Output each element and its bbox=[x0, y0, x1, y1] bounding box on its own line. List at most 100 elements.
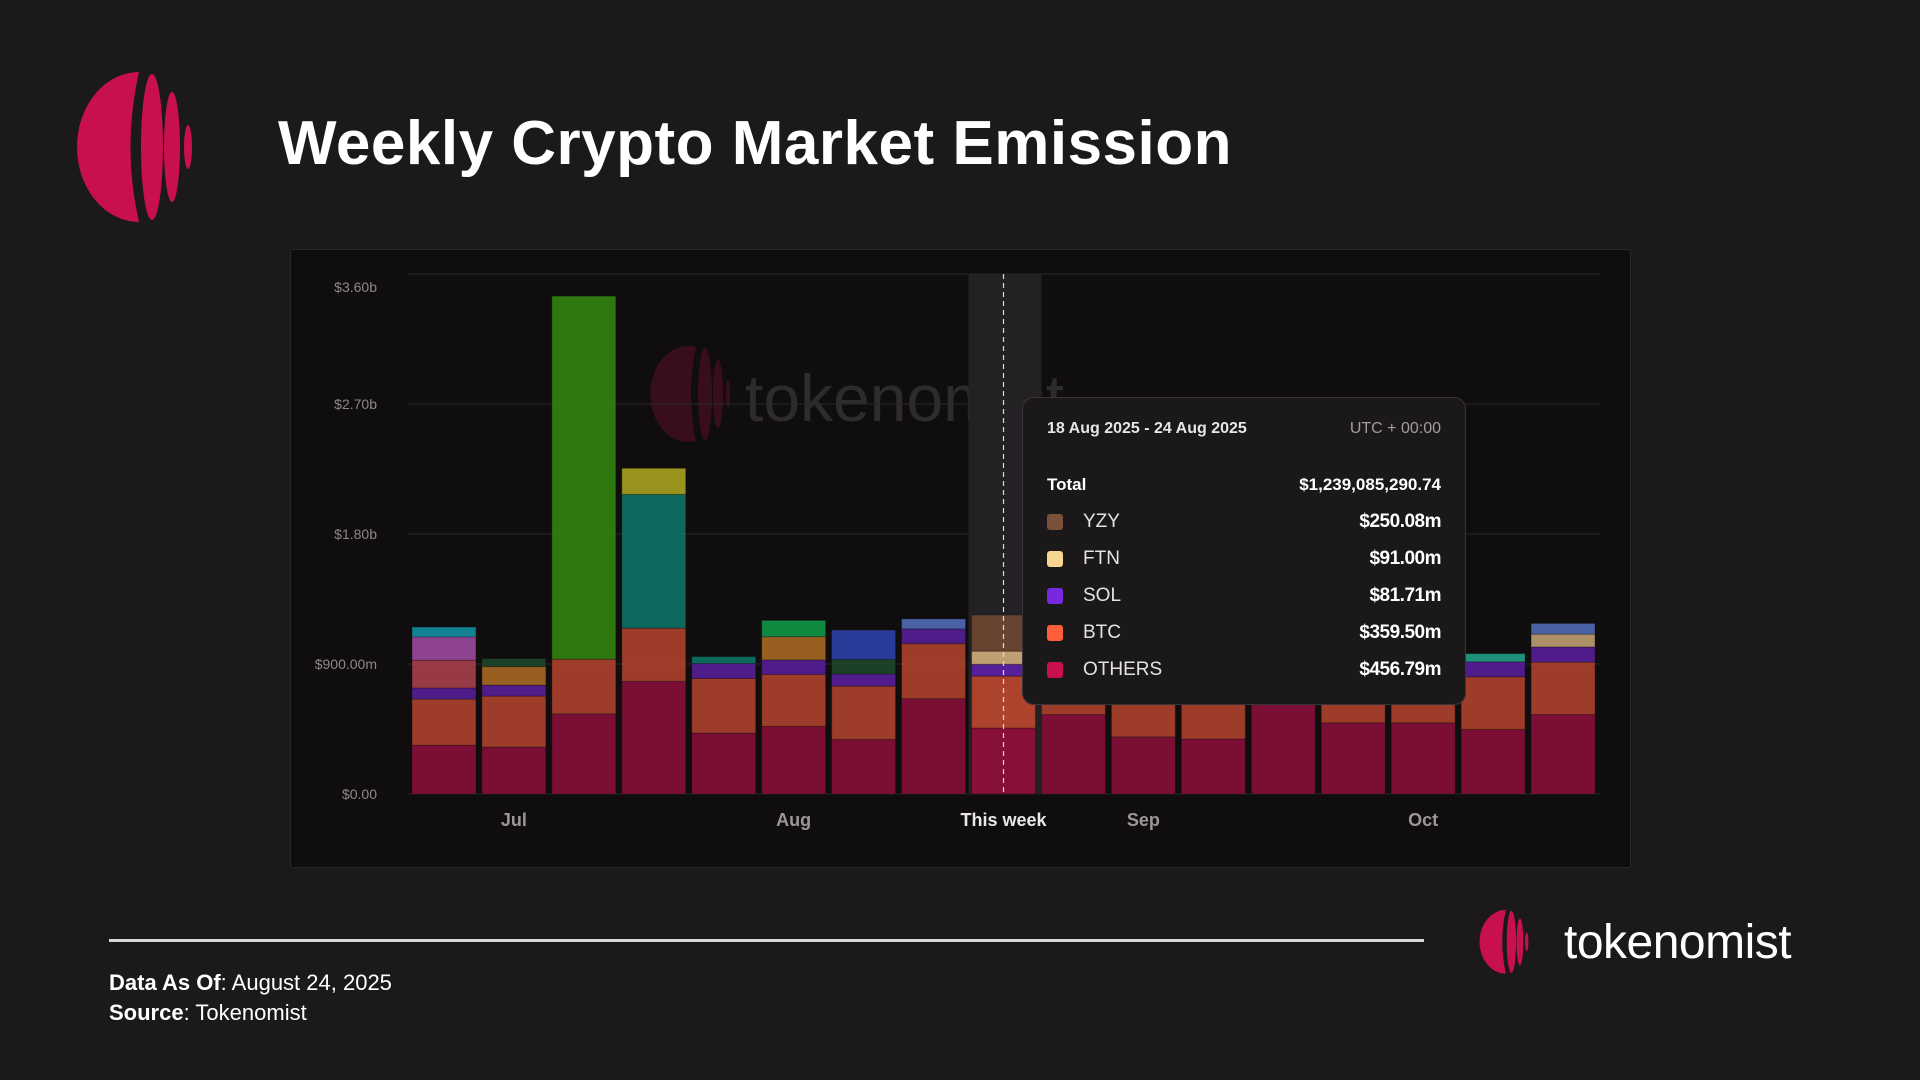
bar-stack[interactable] bbox=[831, 629, 897, 795]
bar-stack[interactable] bbox=[481, 658, 547, 795]
tooltip-item: FTN $91.00m bbox=[1047, 540, 1441, 577]
x-tick-label: Sep bbox=[1127, 810, 1160, 830]
data-as-of-value: August 24, 2025 bbox=[231, 970, 392, 995]
bar-segment-others[interactable] bbox=[831, 738, 897, 795]
bar-segment-others[interactable] bbox=[1250, 703, 1316, 795]
bar-segment-btc[interactable] bbox=[761, 673, 827, 727]
bar-segment-token-10[interactable] bbox=[551, 295, 617, 660]
x-tick-label: Aug bbox=[776, 810, 811, 830]
bar-segment-token-8[interactable] bbox=[481, 666, 547, 686]
bar-segment-sol[interactable] bbox=[831, 673, 897, 687]
tooltip-item-name: YZY bbox=[1083, 510, 1120, 532]
bar-stack[interactable] bbox=[901, 618, 967, 795]
bar-segment-ftn[interactable] bbox=[1530, 633, 1596, 648]
bar-segment-others[interactable] bbox=[481, 746, 547, 795]
data-as-of-label: Data As Of bbox=[109, 970, 221, 995]
tooltip-item-name: FTN bbox=[1083, 547, 1120, 569]
bar-segment-token-15[interactable] bbox=[901, 618, 967, 630]
bar-segment-sol[interactable] bbox=[411, 687, 477, 700]
bar-segment-sol[interactable] bbox=[691, 663, 757, 679]
bar-stack[interactable] bbox=[621, 467, 687, 795]
bar-stack[interactable] bbox=[1460, 653, 1526, 795]
bar-segment-others[interactable] bbox=[1320, 722, 1386, 795]
tooltip-total-value: $1,239,085,290.74 bbox=[1299, 474, 1441, 494]
x-tick-label: Jul bbox=[501, 810, 527, 830]
legend-swatch bbox=[1047, 550, 1063, 567]
bar-segment-others[interactable] bbox=[1110, 736, 1176, 795]
y-tick-label: $900.00m bbox=[315, 656, 377, 672]
source-label: Source bbox=[109, 1000, 184, 1025]
tooltip-item-name: BTC bbox=[1083, 621, 1121, 643]
bar-segment-sol[interactable] bbox=[1530, 646, 1596, 663]
bar-stack[interactable] bbox=[411, 626, 477, 795]
tooltip-total-label: Total bbox=[1047, 474, 1087, 494]
tooltip-item-value: $91.00m bbox=[1369, 547, 1441, 569]
bar-segment-btc[interactable] bbox=[691, 677, 757, 734]
tooltip-item-value: $456.79m bbox=[1359, 658, 1441, 680]
bar-segment-others[interactable] bbox=[1530, 714, 1596, 795]
bar-segment-others[interactable] bbox=[1390, 722, 1456, 795]
tokenomist-logo-icon bbox=[77, 72, 192, 222]
bar-segment-btc[interactable] bbox=[1460, 676, 1526, 730]
bar-segment-token-14[interactable] bbox=[831, 629, 897, 661]
chart-tooltip: 18 Aug 2025 - 24 Aug 2025 UTC + 00:00 To… bbox=[1022, 397, 1466, 705]
bar-segment-others[interactable] bbox=[551, 713, 617, 795]
bar-segment-token-11[interactable] bbox=[691, 656, 757, 665]
tooltip-item-value: $81.71m bbox=[1369, 584, 1441, 606]
bar-segment-token-16[interactable] bbox=[1460, 653, 1526, 663]
bar-segment-sol[interactable] bbox=[901, 628, 967, 645]
bar-segment-btc[interactable] bbox=[551, 658, 617, 715]
y-tick-label: $3.60b bbox=[334, 279, 377, 295]
bar-segment-token-11[interactable] bbox=[621, 493, 687, 629]
bar-segment-others[interactable] bbox=[761, 725, 827, 795]
bar-segment-token-9[interactable] bbox=[831, 659, 897, 675]
bar-stack[interactable] bbox=[551, 295, 617, 795]
tokenomist-logo-icon bbox=[1479, 909, 1529, 974]
y-tick-label: $0.00 bbox=[342, 786, 377, 802]
x-tick-label: This week bbox=[960, 810, 1047, 830]
bar-segment-btc[interactable] bbox=[481, 695, 547, 748]
bar-segment-others[interactable] bbox=[411, 744, 477, 795]
tooltip-item: YZY $250.08m bbox=[1047, 503, 1441, 540]
tooltip-item: BTC $359.50m bbox=[1047, 614, 1441, 651]
bar-segment-sol[interactable] bbox=[481, 684, 547, 697]
tooltip-timezone: UTC + 00:00 bbox=[1349, 420, 1441, 437]
y-tick-label: $2.70b bbox=[334, 396, 377, 412]
tooltip-item-value: $359.50m bbox=[1359, 621, 1441, 643]
bar-segment-others[interactable] bbox=[691, 732, 757, 795]
bar-segment-token-7[interactable] bbox=[411, 626, 477, 638]
bar-segment-btc[interactable] bbox=[901, 643, 967, 700]
bar-segment-sol[interactable] bbox=[761, 659, 827, 675]
bar-segment-token-8[interactable] bbox=[761, 636, 827, 661]
tooltip-total-row: Total $1,239,085,290.74 bbox=[1047, 466, 1441, 503]
bar-segment-btc[interactable] bbox=[831, 685, 897, 740]
source-value: Tokenomist bbox=[195, 1000, 307, 1025]
y-tick-label: $1.80b bbox=[334, 526, 377, 542]
tooltip-item: OTHERS $456.79m bbox=[1047, 651, 1441, 688]
bar-segment-token-15[interactable] bbox=[1530, 622, 1596, 635]
bar-segment-others[interactable] bbox=[901, 698, 967, 795]
data-as-of: Data As Of: August 24, 2025 bbox=[109, 970, 392, 995]
bar-segment-btc[interactable] bbox=[621, 627, 687, 682]
bar-segment-btc[interactable] bbox=[411, 698, 477, 746]
bar-segment-others[interactable] bbox=[1040, 714, 1106, 795]
bar-segment-others[interactable] bbox=[1460, 728, 1526, 795]
bar-segment-token-6[interactable] bbox=[411, 636, 477, 661]
bar-segment-token-13[interactable] bbox=[761, 619, 827, 638]
tooltip-item-name: SOL bbox=[1083, 584, 1122, 606]
bar-segment-token-9[interactable] bbox=[481, 658, 547, 668]
bar-stack[interactable] bbox=[1530, 622, 1596, 795]
bar-segment-others[interactable] bbox=[621, 680, 687, 795]
footer-divider bbox=[109, 939, 1424, 942]
bar-segment-token-12[interactable] bbox=[621, 467, 687, 495]
legend-swatch bbox=[1047, 624, 1063, 641]
bar-segment-token-5[interactable] bbox=[411, 659, 477, 689]
bar-segment-others[interactable] bbox=[1180, 738, 1246, 795]
bar-stack[interactable] bbox=[691, 656, 757, 795]
x-tick-label: Oct bbox=[1408, 810, 1438, 830]
bar-stack[interactable] bbox=[761, 619, 827, 795]
bar-segment-sol[interactable] bbox=[1460, 661, 1526, 678]
brand-name: tokenomist bbox=[1564, 915, 1792, 969]
bar-segment-btc[interactable] bbox=[1530, 661, 1596, 716]
tooltip-item-value: $250.08m bbox=[1359, 510, 1441, 532]
